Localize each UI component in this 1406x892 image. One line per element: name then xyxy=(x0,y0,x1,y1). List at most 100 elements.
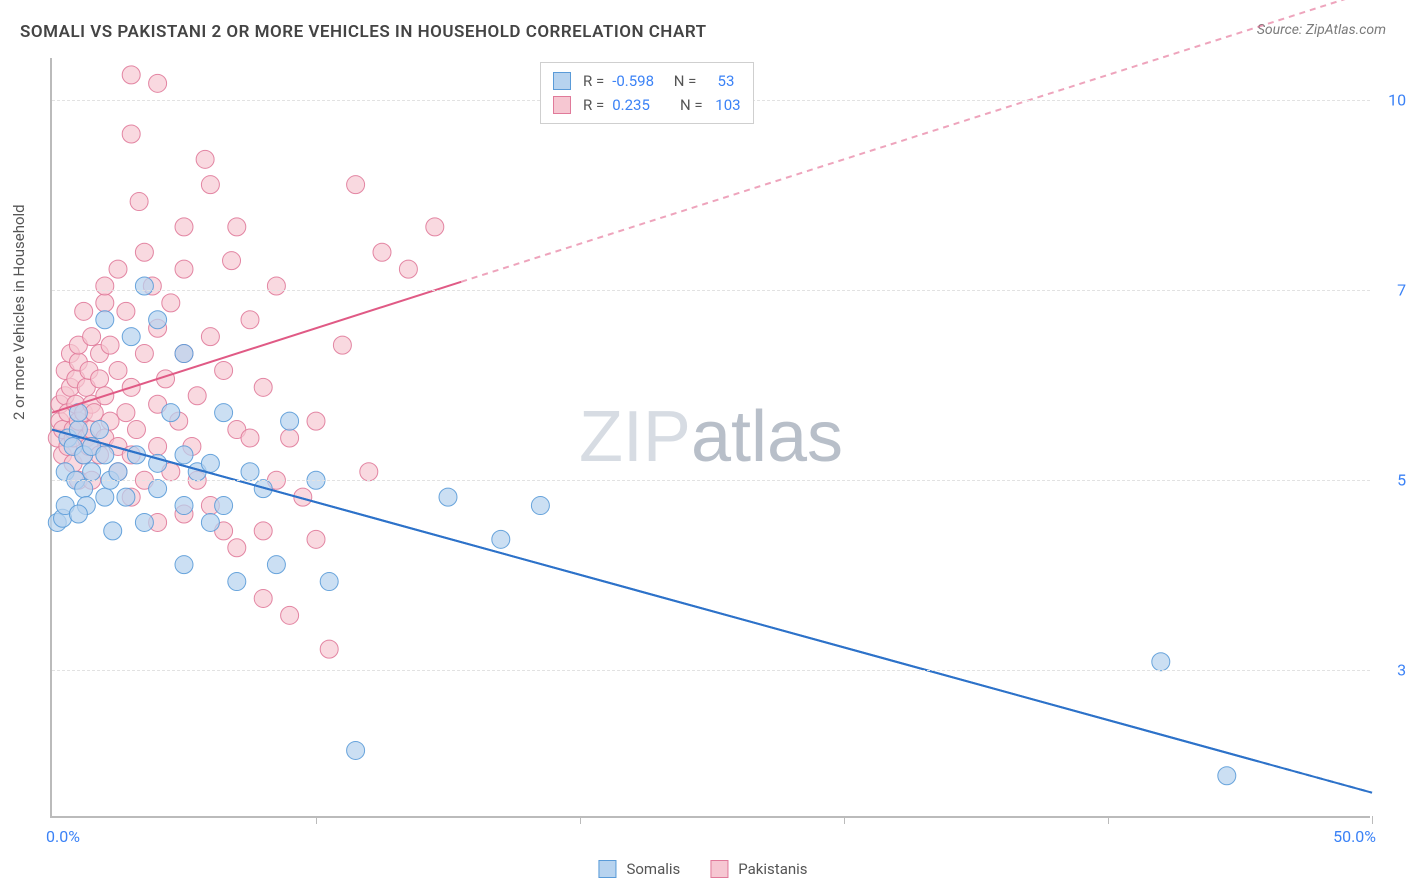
point-pakistanis xyxy=(426,218,444,236)
point-pakistanis xyxy=(117,404,135,422)
tick-v xyxy=(1108,816,1109,824)
point-pakistanis xyxy=(373,243,391,261)
point-pakistanis xyxy=(196,150,214,168)
point-somalis xyxy=(175,497,193,515)
y-axis-title: 2 or more Vehicles in Household xyxy=(10,204,28,420)
point-pakistanis xyxy=(307,530,325,548)
point-somalis xyxy=(492,530,510,548)
point-pakistanis xyxy=(127,421,145,439)
n-value-somali: 53 xyxy=(704,69,734,93)
r-value-pakistani: 0.235 xyxy=(612,93,660,117)
point-pakistanis xyxy=(85,404,103,422)
point-pakistanis xyxy=(149,437,167,455)
point-somalis xyxy=(175,345,193,363)
point-pakistanis xyxy=(117,302,135,320)
point-pakistanis xyxy=(135,345,153,363)
point-somalis xyxy=(135,277,153,295)
n-label: N = xyxy=(680,93,703,117)
n-value-pakistani: 103 xyxy=(711,93,741,117)
point-somalis xyxy=(135,513,153,531)
legend-item-somalis: Somalis xyxy=(598,860,680,878)
source-label: Source: ZipAtlas.com xyxy=(1257,22,1386,38)
point-somalis xyxy=(162,404,180,422)
regression-ext-pakistanis xyxy=(461,0,1372,282)
r-label: R = xyxy=(583,69,604,93)
point-somalis xyxy=(175,446,193,464)
plot-svg xyxy=(52,58,1372,818)
point-pakistanis xyxy=(281,429,299,447)
point-somalis xyxy=(96,446,114,464)
x-tick-label: 0.0% xyxy=(46,827,80,846)
tick-v xyxy=(580,816,581,824)
point-pakistanis xyxy=(162,294,180,312)
point-pakistanis xyxy=(109,260,127,278)
point-pakistanis xyxy=(254,589,272,607)
point-pakistanis xyxy=(188,387,206,405)
plot-area: ZIPatlas 32.5%55.0%77.5%100.0%0.0%50.0% xyxy=(50,58,1370,818)
swatch-somali xyxy=(553,72,571,90)
point-somalis xyxy=(149,311,167,329)
stats-row-1: R = -0.598 N = 53 xyxy=(553,69,741,93)
point-somalis xyxy=(320,573,338,591)
point-pakistanis xyxy=(254,378,272,396)
chart-title: SOMALI VS PAKISTANI 2 OR MORE VEHICLES I… xyxy=(20,22,707,42)
tick-v xyxy=(1372,816,1373,824)
point-somalis xyxy=(75,480,93,498)
point-pakistanis xyxy=(333,336,351,354)
point-pakistanis xyxy=(223,252,241,270)
y-tick-label: 55.0% xyxy=(1380,471,1406,490)
point-somalis xyxy=(267,556,285,574)
point-pakistanis xyxy=(96,277,114,295)
legend-label-somalis: Somalis xyxy=(626,860,680,878)
x-tick-label: 50.0% xyxy=(1333,827,1376,846)
point-somalis xyxy=(1152,653,1170,671)
point-somalis xyxy=(122,328,140,346)
swatch-somali-legend xyxy=(598,860,616,878)
point-pakistanis xyxy=(109,361,127,379)
point-somalis xyxy=(104,522,122,540)
tick-v xyxy=(316,816,317,824)
point-pakistanis xyxy=(347,176,365,194)
point-pakistanis xyxy=(360,463,378,481)
point-somalis xyxy=(201,454,219,472)
point-pakistanis xyxy=(307,412,325,430)
point-somalis xyxy=(1218,767,1236,785)
point-pakistanis xyxy=(201,176,219,194)
point-pakistanis xyxy=(254,522,272,540)
y-tick-label: 32.5% xyxy=(1380,661,1406,680)
point-pakistanis xyxy=(96,294,114,312)
point-somalis xyxy=(149,480,167,498)
stats-row-2: R = 0.235 N = 103 xyxy=(553,93,741,117)
point-pakistanis xyxy=(130,193,148,211)
point-somalis xyxy=(347,741,365,759)
point-somalis xyxy=(109,463,127,481)
point-pakistanis xyxy=(241,429,259,447)
regression-full-somalis xyxy=(52,430,1372,793)
point-pakistanis xyxy=(399,260,417,278)
point-somalis xyxy=(439,488,457,506)
point-pakistanis xyxy=(267,277,285,295)
legend-label-pakistanis: Pakistanis xyxy=(738,860,807,878)
r-value-somali: -0.598 xyxy=(612,69,654,93)
point-pakistanis xyxy=(175,260,193,278)
point-pakistanis xyxy=(228,539,246,557)
point-pakistanis xyxy=(149,74,167,92)
point-pakistanis xyxy=(75,302,93,320)
swatch-pakistani xyxy=(553,96,571,114)
point-somalis xyxy=(201,513,219,531)
point-pakistanis xyxy=(135,243,153,261)
point-somalis xyxy=(281,412,299,430)
y-tick-label: 100.0% xyxy=(1380,91,1406,110)
y-tick-label: 77.5% xyxy=(1380,281,1406,300)
point-somalis xyxy=(175,556,193,574)
point-somalis xyxy=(91,421,109,439)
point-somalis xyxy=(96,488,114,506)
point-pakistanis xyxy=(83,328,101,346)
legend: Somalis Pakistanis xyxy=(598,860,807,878)
point-pakistanis xyxy=(281,606,299,624)
point-pakistanis xyxy=(320,640,338,658)
r-label: R = xyxy=(583,93,604,117)
point-somalis xyxy=(83,463,101,481)
point-pakistanis xyxy=(241,311,259,329)
gridline-h xyxy=(52,670,1370,671)
